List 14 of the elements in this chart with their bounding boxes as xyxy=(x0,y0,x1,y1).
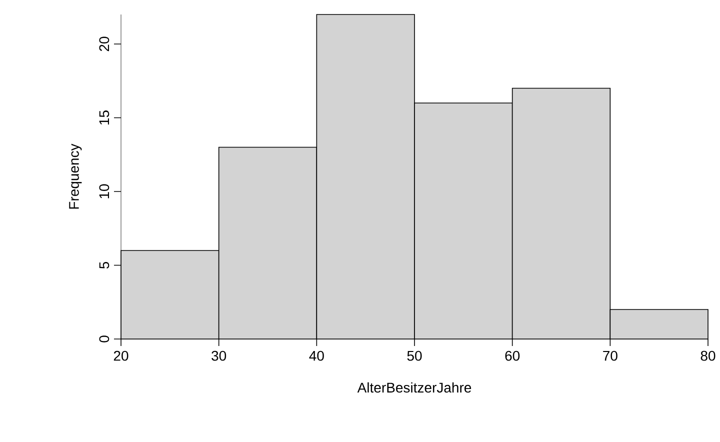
y-tick-label: 10 xyxy=(99,184,110,198)
x-tick-label: 30 xyxy=(212,350,226,361)
y-axis-title: Frequency xyxy=(69,144,82,209)
x-axis-title: AlterBesitzerJahre xyxy=(357,382,472,393)
y-tick-label: 5 xyxy=(99,262,110,269)
x-tick-label: 80 xyxy=(700,350,716,361)
y-tick-label: 20 xyxy=(99,36,110,52)
x-tick-label: 40 xyxy=(309,350,324,361)
x-tick-label: 70 xyxy=(603,350,618,361)
x-tick-label: 60 xyxy=(505,350,520,361)
y-tick-label: 0 xyxy=(99,336,110,342)
x-tick-label: 20 xyxy=(114,350,128,361)
y-tick-label: 15 xyxy=(99,110,110,124)
x-tick-label: 50 xyxy=(407,350,422,361)
